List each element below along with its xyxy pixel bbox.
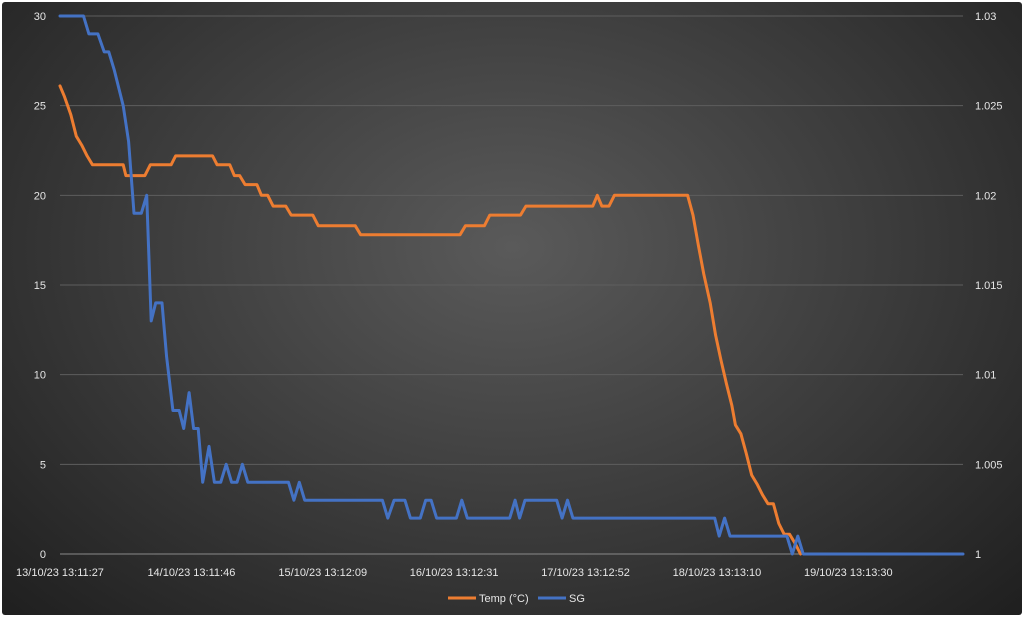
x-tick-label: 15/10/23 13:12:09 — [278, 567, 367, 579]
x-tick-label: 16/10/23 13:12:31 — [410, 567, 499, 579]
series-lines — [58, 14, 965, 556]
x-tick-label: 13/10/23 13:11:27 — [16, 567, 104, 579]
y-right-tick-label: 1.01 — [975, 370, 996, 382]
y-left-tick-label: 20 — [34, 190, 46, 202]
x-axis: 13/10/23 13:11:27 14/10/23 13:11:46 15/10/… — [16, 553, 963, 579]
y-left-tick-label: 30 — [34, 11, 46, 23]
x-tick-label: 14/10/23 13:11:46 — [147, 567, 235, 579]
gridlines — [60, 15, 963, 555]
series-line-sg — [58, 14, 965, 556]
y-right-tick-label: 1.025 — [975, 101, 1003, 113]
y-right-tick-label: 1.005 — [975, 459, 1003, 471]
y-right-tick-label: 1.015 — [975, 280, 1003, 292]
legend: Temp (°C) SG — [448, 593, 585, 605]
y-left-tick-label: 10 — [34, 370, 46, 382]
x-tick-label: 17/10/23 13:12:52 — [541, 567, 630, 579]
y-right-tick-label: 1.03 — [975, 11, 996, 23]
y-left-tick-label: 15 — [34, 280, 46, 292]
y-right-tick-label: 1.02 — [975, 190, 996, 202]
y-left-tick-label: 25 — [34, 101, 46, 113]
x-tick-label: 19/10/23 13:13:30 — [804, 567, 893, 579]
y-axis-left: 0 5 10 15 20 25 30 — [34, 11, 46, 561]
y-right-tick-label: 1 — [975, 549, 981, 561]
series-line-temp — [58, 84, 802, 556]
y-left-tick-label: 5 — [40, 459, 46, 471]
legend-label-sg: SG — [569, 593, 585, 605]
y-axis-right: 1 1.005 1.01 1.015 1.02 1.025 1.03 — [975, 11, 1003, 561]
y-left-tick-label: 0 — [40, 549, 46, 561]
x-tick-label: 18/10/23 13:13:10 — [673, 567, 762, 579]
legend-label-temp: Temp (°C) — [479, 593, 529, 605]
